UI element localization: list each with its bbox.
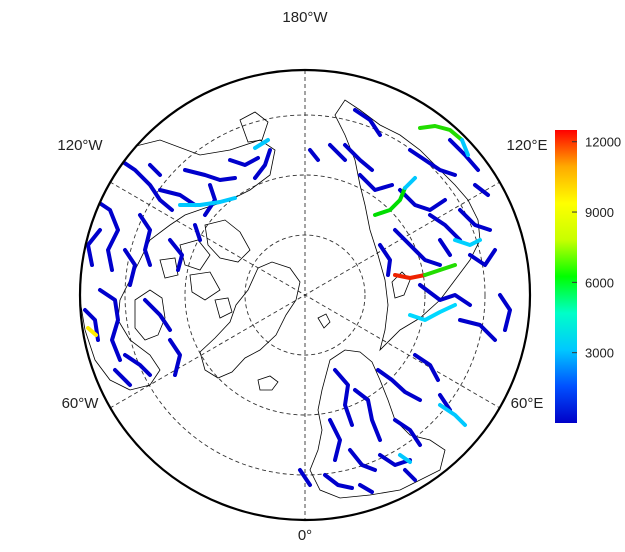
colorbar: 12000 9000 6000 3000 (555, 130, 621, 423)
river-segment-green (418, 124, 464, 142)
colorbar-tick-label: 3000 (585, 346, 614, 361)
lon-label-top: 180°W (282, 9, 328, 26)
river-segment-cyan (398, 453, 412, 464)
river-segment-cyan (178, 196, 237, 207)
hudson-bay-outline (134, 289, 166, 341)
colorbar-tick-label: 6000 (585, 275, 614, 290)
river-segment-cyan (460, 138, 470, 157)
river-segment-green (423, 263, 457, 277)
eurasia-arctic-coast (334, 99, 481, 352)
river-segment-yellow (86, 326, 98, 337)
lon-label-lower-left: 60°W (62, 395, 100, 412)
lon-label-upper-left: 120°W (57, 137, 103, 154)
map-disk (80, 70, 530, 520)
europe-outline (309, 349, 446, 499)
lon-label-bottom: 0° (298, 527, 312, 544)
lon-label-upper-right: 120°E (506, 137, 547, 154)
map-boundary (78, 68, 532, 522)
colorbar-gradient (555, 130, 577, 423)
coastlines (80, 99, 481, 499)
river-segment-cyan (453, 238, 482, 247)
river-segment-cyan (108, 153, 127, 160)
colorbar-tick-label: 12000 (585, 135, 621, 150)
iceland-outline (257, 375, 279, 391)
river-segment-cyan (253, 138, 270, 150)
novaya-zemlya-outline (391, 271, 411, 299)
river-segment-cyan (403, 176, 417, 190)
river-high-flow (86, 124, 482, 464)
river-segment-red (393, 273, 427, 280)
canadian-archipelago-outline (159, 219, 251, 319)
river-segment-green (373, 186, 407, 217)
lon-label-lower-right: 60°E (511, 395, 544, 412)
colorbar-ticks: 12000 9000 6000 3000 (572, 135, 621, 361)
north-america-outline (80, 139, 276, 391)
svalbard-outline (317, 313, 331, 329)
river-segment-cyan (408, 303, 457, 322)
river-network (83, 108, 512, 494)
colorbar-tick-label: 9000 (585, 205, 614, 220)
bering-outline (239, 111, 269, 143)
greenland-outline (199, 261, 301, 379)
river-segment-cyan (438, 403, 467, 427)
